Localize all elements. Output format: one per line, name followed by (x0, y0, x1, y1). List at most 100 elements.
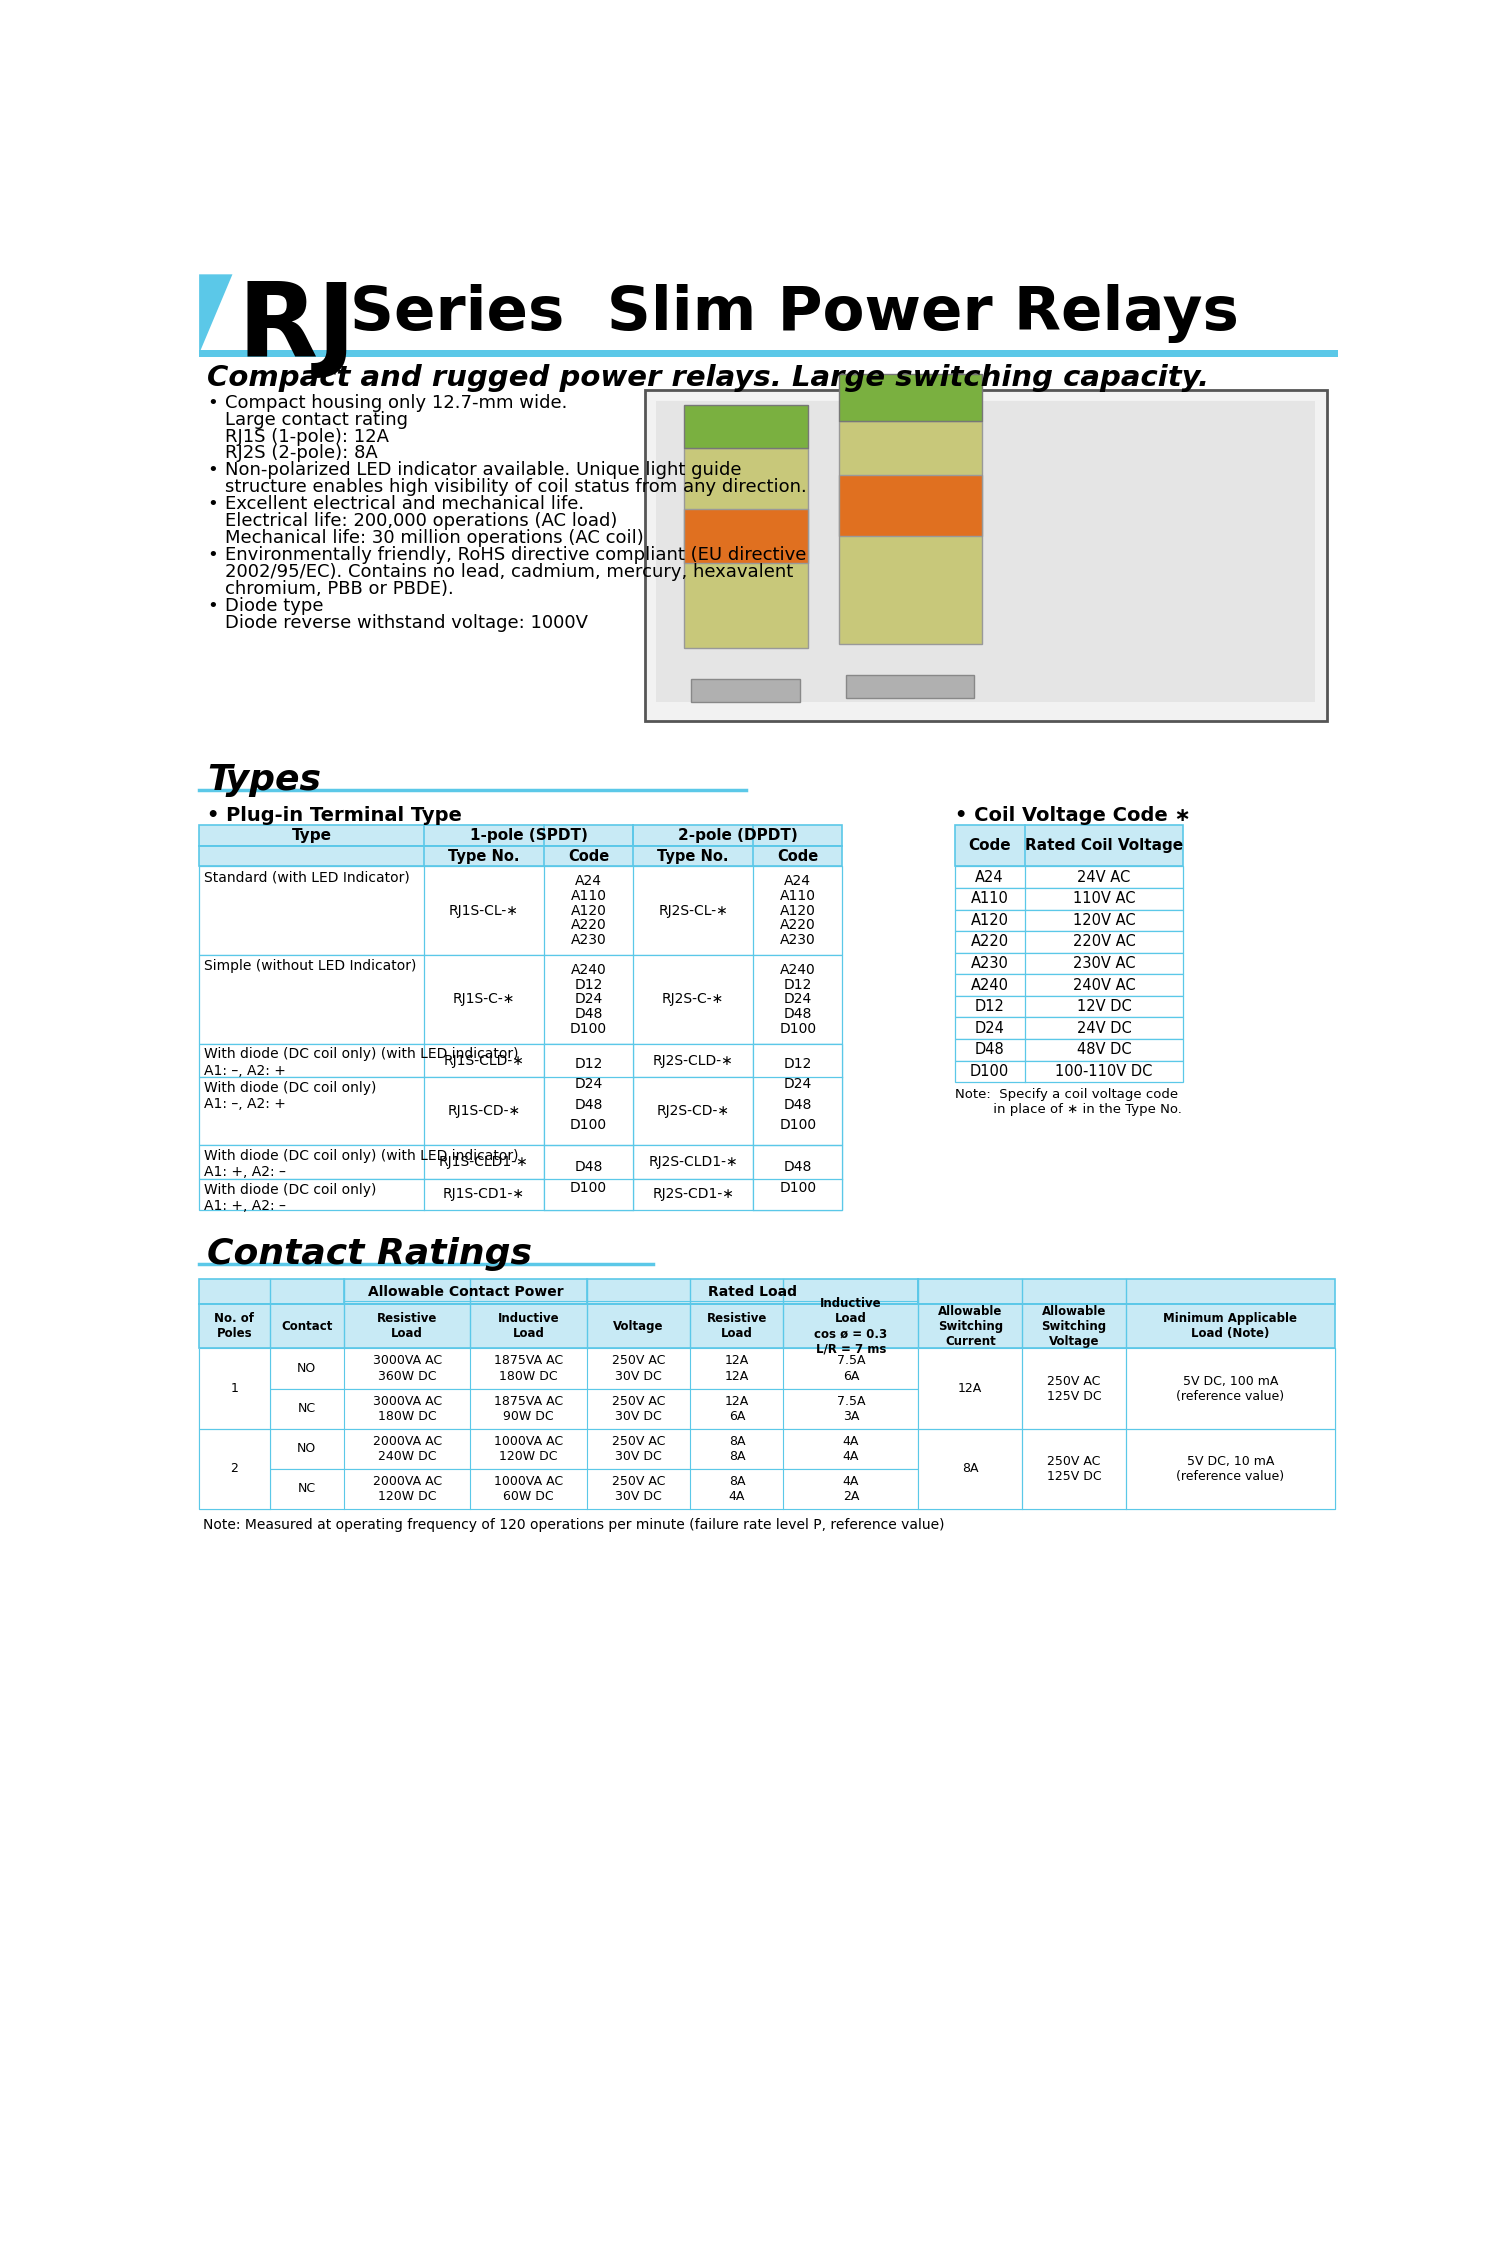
Bar (200, 1348, 270, 1429)
Bar (544, 1044, 633, 1145)
Bar (839, 476, 983, 536)
Text: D100: D100 (570, 1181, 608, 1195)
Text: A24: A24 (574, 875, 602, 888)
Text: A240: A240 (570, 962, 606, 976)
Polygon shape (839, 374, 983, 421)
Text: D24: D24 (574, 1077, 603, 1091)
Bar (1126, 1429, 1335, 1508)
Text: 1000VA AC
60W DC: 1000VA AC 60W DC (494, 1474, 562, 1503)
Bar (1126, 1429, 1335, 1508)
Bar (954, 996, 1184, 1017)
Text: D48: D48 (783, 1161, 812, 1174)
Text: A230: A230 (780, 933, 816, 947)
Text: Diode reverse withstand voltage: 1000V: Diode reverse withstand voltage: 1000V (225, 613, 588, 631)
Text: D24: D24 (783, 1077, 812, 1091)
Text: D24: D24 (783, 992, 812, 1005)
Text: D48: D48 (783, 1111, 812, 1125)
Bar (200, 349, 1338, 356)
Text: A110: A110 (780, 888, 816, 904)
Bar (954, 931, 1184, 953)
Bar (1022, 1429, 1126, 1508)
Text: Rated Coil Voltage: Rated Coil Voltage (1024, 838, 1184, 854)
Text: 5V DC, 100 mA
(reference value): 5V DC, 100 mA (reference value) (1176, 1375, 1284, 1402)
Text: 2000VA AC
240W DC: 2000VA AC 240W DC (372, 1434, 442, 1463)
Bar (200, 1429, 1335, 1470)
Text: 250V AC
125V DC: 250V AC 125V DC (1047, 1434, 1101, 1463)
Text: D12: D12 (975, 999, 1005, 1014)
Text: D48: D48 (574, 1111, 603, 1125)
Text: 4A
2A: 4A 2A (843, 1474, 860, 1503)
Text: 250V AC
30V DC: 250V AC 30V DC (612, 1474, 664, 1503)
Text: A24: A24 (975, 870, 1004, 886)
Bar (200, 1044, 843, 1077)
Text: Voltage: Voltage (614, 1319, 664, 1332)
Text: RJ1S-CLD-∗: RJ1S-CLD-∗ (444, 1053, 525, 1068)
Text: 1: 1 (231, 1361, 238, 1375)
Text: 24V DC: 24V DC (1077, 1021, 1131, 1035)
Bar (692, 678, 800, 701)
Text: D100: D100 (570, 1125, 608, 1138)
Text: D48: D48 (574, 1098, 603, 1111)
Text: A110: A110 (970, 890, 1008, 906)
Text: Simple (without LED Indicator): Simple (without LED Indicator) (204, 958, 416, 974)
Text: 3000VA AC
360W DC: 3000VA AC 360W DC (372, 1355, 442, 1382)
Text: RJ2S-CLD-∗: RJ2S-CLD-∗ (652, 1053, 734, 1068)
Text: D48: D48 (783, 1008, 812, 1021)
Bar (1022, 1348, 1126, 1429)
Bar (954, 1059, 1184, 1082)
Text: Compact and rugged power relays. Large switching capacity.: Compact and rugged power relays. Large s… (207, 365, 1209, 392)
Text: 250V AC
30V DC: 250V AC 30V DC (612, 1355, 664, 1382)
Text: 250V AC
30V DC: 250V AC 30V DC (612, 1434, 664, 1463)
Text: 1: 1 (231, 1382, 238, 1395)
Bar (684, 509, 807, 564)
Text: 48V DC: 48V DC (1077, 1041, 1131, 1057)
Text: Large contact rating: Large contact rating (225, 410, 408, 428)
Text: D48: D48 (783, 1098, 812, 1111)
Text: 7.5A
3A: 7.5A 3A (837, 1395, 866, 1422)
Polygon shape (200, 275, 232, 354)
Text: Note:  Specify a coil voltage code
         in place of ∗ in the Type No.: Note: Specify a coil voltage code in pla… (954, 1089, 1182, 1116)
Text: D12: D12 (574, 978, 603, 992)
Text: 2-pole (DPDT): 2-pole (DPDT) (678, 827, 798, 843)
Text: Resistive
Load: Resistive Load (376, 1312, 438, 1341)
Text: With diode (DC coil only) (with LED indicator)
A1: +, A2: –: With diode (DC coil only) (with LED indi… (204, 1150, 519, 1179)
Text: D100: D100 (570, 1118, 608, 1132)
Text: 12A: 12A (958, 1361, 982, 1375)
Text: D48: D48 (574, 1161, 603, 1174)
Text: RJ1S-CD-∗: RJ1S-CD-∗ (447, 1104, 520, 1118)
Bar (954, 974, 1184, 996)
Text: 1875VA AC
90W DC: 1875VA AC 90W DC (494, 1395, 562, 1422)
Bar (544, 1044, 633, 1145)
Text: Compact housing only 12.7-mm wide.: Compact housing only 12.7-mm wide. (225, 394, 567, 412)
Bar (753, 1145, 843, 1210)
Text: RJ: RJ (238, 277, 357, 379)
Bar (200, 825, 843, 848)
Text: D12: D12 (783, 978, 812, 992)
Text: RJ2S-CD-∗: RJ2S-CD-∗ (657, 1104, 729, 1118)
Text: 230V AC: 230V AC (1072, 956, 1136, 971)
Text: Contact: Contact (280, 1319, 333, 1332)
Bar (918, 1348, 1022, 1429)
Text: A120: A120 (970, 913, 1008, 929)
Bar (954, 911, 1184, 931)
Text: With diode (DC coil only)
A1: –, A2: +: With diode (DC coil only) A1: –, A2: + (204, 1082, 376, 1111)
Text: NO: NO (297, 1443, 316, 1456)
Text: Allowable Contact Power: Allowable Contact Power (368, 1285, 562, 1298)
Text: Allowable
Switching
Current: Allowable Switching Current (938, 1305, 1004, 1348)
Text: 1875VA AC
180W DC: 1875VA AC 180W DC (494, 1355, 562, 1382)
Bar (200, 956, 843, 1044)
Text: 8A
8A: 8A 8A (729, 1434, 746, 1463)
Bar (200, 1388, 1335, 1429)
Text: Resistive
Load: Resistive Load (706, 1312, 766, 1341)
Text: 8A
4A: 8A 4A (729, 1474, 746, 1503)
Bar (1022, 1429, 1126, 1508)
Text: 4A
4A: 4A 4A (843, 1434, 860, 1463)
Text: 12A: 12A (958, 1382, 982, 1395)
Text: Code: Code (777, 850, 819, 863)
Text: D12: D12 (783, 1084, 812, 1098)
Text: 220V AC: 220V AC (1072, 935, 1136, 949)
Text: A230: A230 (970, 956, 1008, 971)
Text: Types: Types (207, 764, 321, 798)
Text: 7.5A
6A: 7.5A 6A (837, 1355, 866, 1382)
Text: RJ2S-CL-∗: RJ2S-CL-∗ (658, 904, 728, 917)
